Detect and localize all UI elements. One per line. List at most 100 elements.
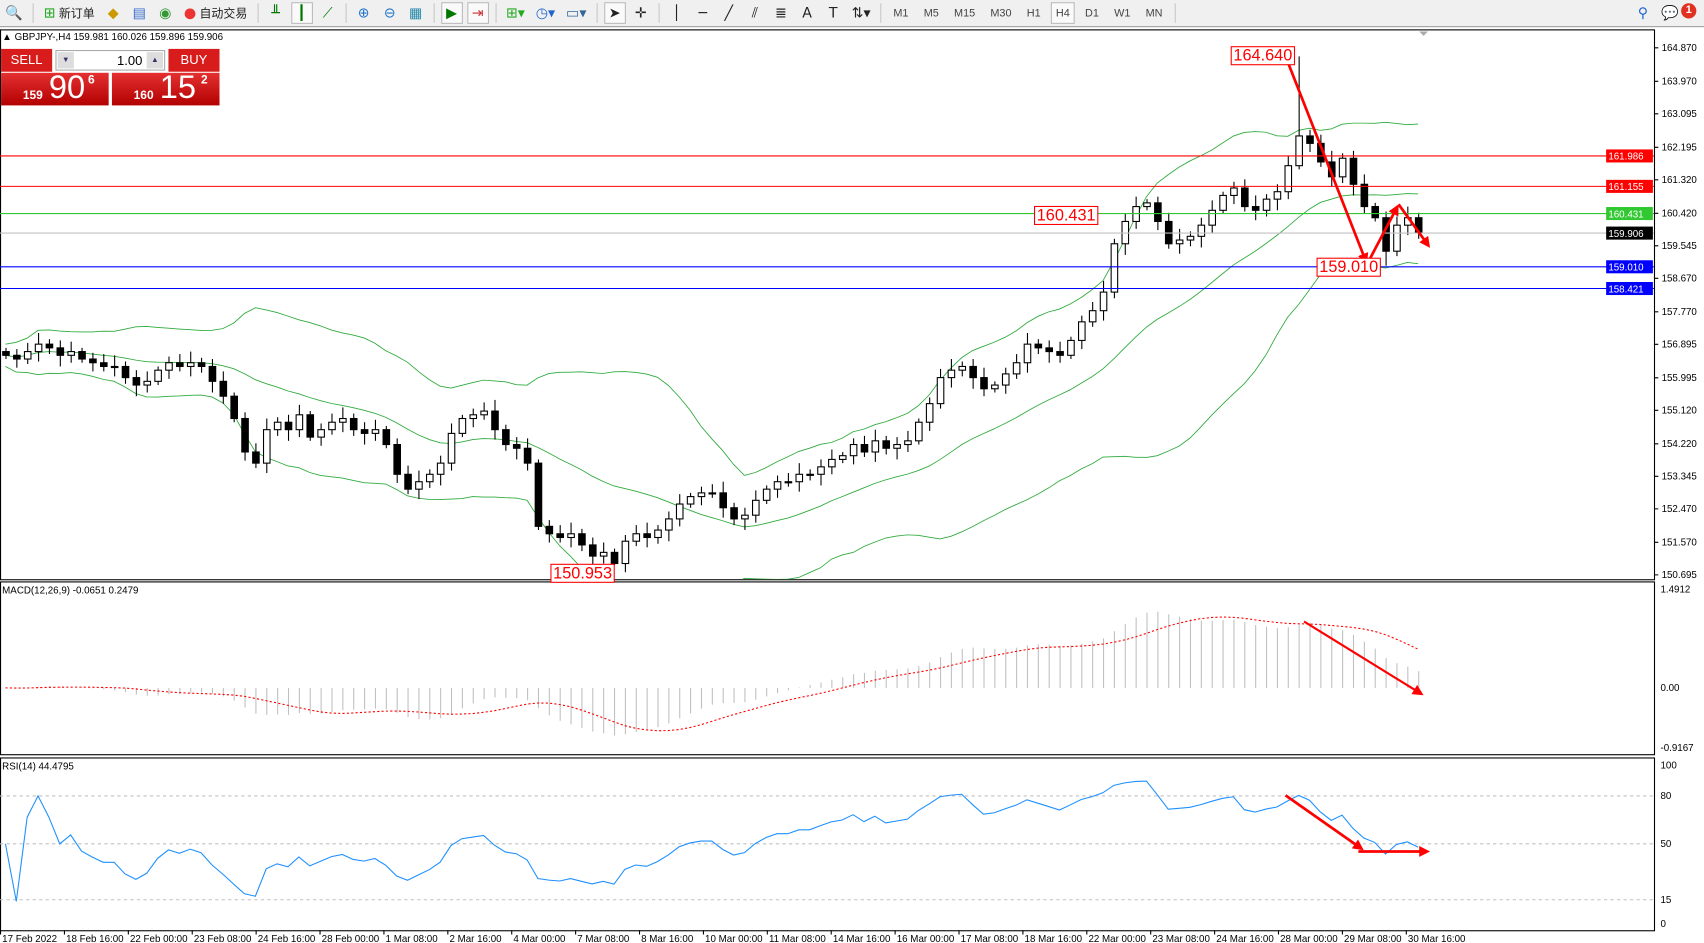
new-order-button[interactable]: ⊞ 新订单 (40, 2, 98, 24)
bull-candle (599, 551, 608, 557)
price-annotation[interactable]: 150.953 (553, 564, 612, 582)
bull-candle (817, 466, 825, 475)
text-label-icon[interactable]: T (828, 4, 838, 22)
bull-candle (23, 351, 32, 360)
chart-shift-icon[interactable]: ⇥ (466, 2, 489, 24)
chart-shift-marker-icon[interactable] (1419, 31, 1428, 36)
bull-candle (621, 540, 630, 565)
indicators-icon[interactable]: ⊞▾ (505, 4, 525, 22)
bull-candle (1197, 224, 1206, 237)
lot-size-stepper[interactable]: ▼ 1.00 ▲ (55, 49, 166, 71)
timeframe-h1[interactable]: H1 (1026, 7, 1041, 20)
sell-button[interactable]: SELL (1, 48, 53, 72)
timeframe-m30[interactable]: M30 (990, 7, 1012, 20)
price-tag (1606, 179, 1653, 193)
signals-icon[interactable]: ◉ (159, 4, 172, 22)
zoom-search-icon[interactable]: 🔍 (5, 4, 24, 22)
bear-candle (382, 429, 391, 446)
buy-price[interactable]: 160 15 2 (111, 70, 220, 106)
bull-candle (1078, 321, 1086, 341)
vertical-line-icon[interactable]: │ (672, 4, 681, 22)
chat-icon[interactable]: 💬 (1661, 4, 1679, 22)
price-axis-label: 159.545 (1662, 241, 1698, 252)
annotation-box (1230, 46, 1296, 66)
macd-pane[interactable] (0, 581, 1656, 756)
bull-candle (675, 503, 684, 520)
trend-arrow[interactable] (1303, 620, 1419, 693)
arrow-head-icon (1419, 846, 1431, 857)
bear-candle (197, 362, 206, 368)
price-tag-label: 161.986 (1608, 152, 1643, 163)
timeframe-h4[interactable]: H4 (1050, 2, 1076, 24)
trend-arrow[interactable] (1284, 55, 1366, 259)
bull-candle (1295, 135, 1303, 167)
lot-decrease-icon[interactable]: ▼ (57, 52, 74, 69)
bear-candle (1360, 183, 1369, 208)
bull-candle (871, 440, 880, 453)
rsi-axis-label: 0 (1660, 919, 1666, 930)
zoom-out-icon[interactable]: ⊖ (383, 4, 396, 22)
trendline-icon[interactable]: ╱ (724, 4, 734, 22)
navigator-icon[interactable]: ▤ (132, 4, 146, 22)
bear-candle (2, 351, 10, 356)
bull-candle (958, 365, 967, 371)
buy-button[interactable]: BUY (168, 48, 220, 72)
price-annotation[interactable]: 164.640 (1233, 47, 1292, 65)
bull-candle (773, 481, 782, 490)
bear-candle (1045, 347, 1054, 353)
bull-candle (708, 492, 717, 495)
fibonacci-icon[interactable]: ≣ (775, 4, 787, 22)
equidistant-channel-icon[interactable]: ⫽ (751, 4, 759, 22)
toolbar-separator (880, 3, 882, 23)
search-icon[interactable]: ⚲ (1637, 4, 1649, 22)
price-annotation[interactable]: 160.431 (1037, 206, 1096, 224)
timeframe-mn[interactable]: MN (1145, 7, 1163, 20)
bear-candle (56, 347, 65, 356)
horizontal-line-icon[interactable]: ─ (698, 4, 707, 22)
time-axis-label: 28 Feb 00:00 (322, 934, 380, 943)
bull-candle (425, 473, 434, 483)
arrows-icon[interactable]: ⇅▾ (851, 4, 871, 22)
price-tag-label: 160.431 (1608, 209, 1643, 220)
price-annotation[interactable]: 159.010 (1319, 258, 1378, 276)
metaeditor-icon[interactable]: ◆ (107, 4, 119, 22)
bull-candle (339, 417, 347, 423)
bear-candle (1056, 351, 1064, 356)
bull-candle (1110, 243, 1119, 293)
zoom-in-icon[interactable]: ⊕ (357, 4, 370, 22)
lot-size-input[interactable]: 1.00 (116, 53, 143, 69)
tile-windows-icon[interactable]: ▦ (409, 4, 423, 22)
candlestick-icon[interactable]: ┃ (290, 2, 313, 24)
lot-increase-icon[interactable]: ▲ (146, 52, 164, 69)
bull-candle (1067, 339, 1075, 356)
timeframe-d1[interactable]: D1 (1084, 7, 1099, 20)
macd-axis-label: 1.4912 (1660, 584, 1690, 595)
crosshair-icon[interactable]: ✛ (634, 4, 647, 22)
bar-chart-icon[interactable]: ╨ (271, 4, 280, 22)
autoscroll-icon[interactable]: ▶ (440, 2, 463, 24)
auto-trading-button[interactable]: ● 自动交易 (181, 2, 251, 24)
notification-badge[interactable]: 1 (1681, 3, 1697, 19)
toolbar-separator (596, 3, 598, 23)
text-icon[interactable]: A (802, 4, 812, 22)
main-pane[interactable] (0, 29, 1656, 581)
timeframe-m1[interactable]: M1 (893, 7, 909, 20)
periods-clock-icon[interactable]: ◷▾ (535, 4, 556, 22)
timeframe-w1[interactable]: W1 (1114, 7, 1131, 20)
line-chart-icon[interactable]: ⟋ (322, 4, 333, 22)
toolbar-separator (495, 3, 497, 23)
time-axis-label: 24 Feb 16:00 (258, 934, 316, 943)
cursor-icon[interactable]: ➤ (603, 2, 626, 24)
sell-price[interactable]: 159 90 6 (1, 70, 109, 106)
timeframe-m15[interactable]: M15 (954, 7, 976, 20)
bull-candle (795, 473, 804, 483)
trend-arrow[interactable] (1365, 209, 1397, 265)
templates-icon[interactable]: ▭▾ (566, 4, 587, 22)
rsi-axis-label: 50 (1660, 839, 1671, 850)
bull-candle (328, 421, 336, 431)
toolbar-separator (433, 3, 435, 23)
timeframe-m5[interactable]: M5 (923, 7, 939, 20)
trend-arrow[interactable] (1397, 203, 1428, 244)
trend-arrow[interactable] (1284, 794, 1360, 848)
